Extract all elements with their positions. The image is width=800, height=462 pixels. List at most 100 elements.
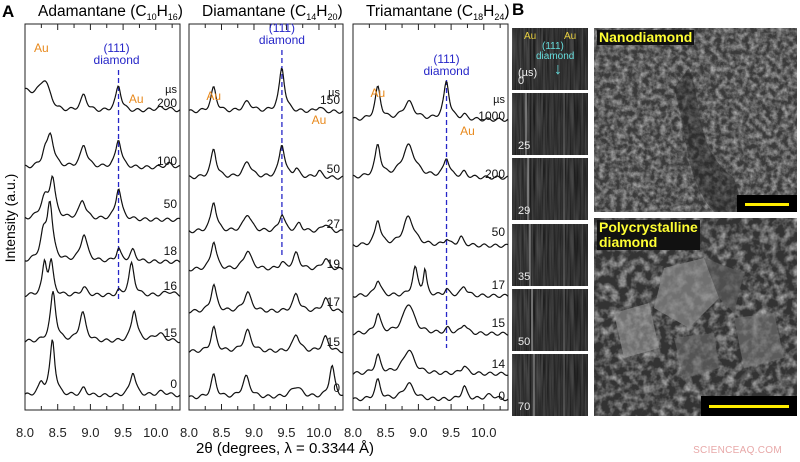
plot-frame xyxy=(24,23,181,411)
panel-label-a: A xyxy=(2,2,15,21)
x-axis-label: 2θ (degrees, λ = 0.3344 Å) xyxy=(195,440,375,457)
xrd-trace-18 xyxy=(24,200,181,265)
xrd-trace-0 xyxy=(352,378,509,402)
xrd-trace-200 xyxy=(24,80,181,113)
au-peak-label: Au xyxy=(206,89,221,103)
xrd-plots: 8.0 8.5 9.0 9.5 10.0200100501816150µsAuAu(11… xyxy=(16,21,509,440)
nanodiamond-label: Nanodiamond xyxy=(597,29,695,45)
panel-title-adamantane: Adamantane (C10H16) xyxy=(38,3,183,23)
xrd-trace-200 xyxy=(352,143,509,180)
time-unit-label: µs xyxy=(493,94,505,106)
trace-time-label: 1000 xyxy=(478,109,505,123)
watermark: SCIENCEAQ.COM xyxy=(693,445,782,456)
trace-time-label: 150 xyxy=(320,93,340,107)
frame-time-label: 35 xyxy=(518,270,531,283)
frame-time-label: 29 xyxy=(518,205,531,218)
trace-time-label: 100 xyxy=(157,154,177,168)
diffraction-frame: 29 xyxy=(512,158,588,221)
plot-frame xyxy=(188,23,344,411)
x-tick-label: 8.5 xyxy=(49,425,67,440)
diamond-label: diamond xyxy=(94,53,140,67)
xrd-trace-1000 xyxy=(352,80,509,122)
time-unit-label: µs xyxy=(328,87,340,99)
diffraction-frame: 70 xyxy=(512,353,588,416)
sem-image-polycrystalline: Polycrystalline diamond xyxy=(594,218,797,416)
trace-time-label: 15 xyxy=(164,326,178,340)
trace-time-label: 0 xyxy=(170,377,177,391)
scale-bar xyxy=(701,396,797,416)
trace-time-label: 50 xyxy=(164,197,178,211)
scale-bar xyxy=(737,195,797,212)
xrd-trace-50 xyxy=(352,215,509,249)
au-ring-label: Au xyxy=(564,31,577,42)
x-tick-label: 9.0 xyxy=(245,425,263,440)
trace-time-label: 50 xyxy=(327,162,341,176)
polycrystalline-texture xyxy=(594,218,797,416)
x-tick-label: 9.5 xyxy=(114,425,132,440)
trace-time-label: 200 xyxy=(157,96,177,110)
trace-time-label: 19 xyxy=(327,257,341,271)
frame-time-label: 70 xyxy=(518,400,531,413)
trace-time-label: 27 xyxy=(327,217,341,231)
time-unit-label: µs xyxy=(165,84,177,96)
xrd-trace-27 xyxy=(188,202,344,234)
x-tick-label: 10.0 xyxy=(306,425,331,440)
trace-time-label: 200 xyxy=(485,167,505,181)
au-peak-label: Au xyxy=(371,86,386,100)
x-tick-label: 9.0 xyxy=(81,425,99,440)
diamond-miller-label: (111) xyxy=(103,41,129,55)
panel-title-triamantane: Triamantane (C18H24) xyxy=(366,3,510,23)
diffraction-frame: 0 Au Au (111) diamond (µs) ↓ xyxy=(512,28,588,91)
panel-title-diamantane: Diamantane (C14H20) xyxy=(202,3,343,23)
x-tick-label: 8.0 xyxy=(180,425,198,440)
xrd-trace-14 xyxy=(352,349,509,377)
xrd-trace-17 xyxy=(188,283,344,314)
x-tick-label: 8.5 xyxy=(377,425,395,440)
frame-time-label: 50 xyxy=(518,335,531,348)
time-unit-label: (µs) xyxy=(518,67,538,79)
nanodiamond-texture xyxy=(594,28,797,212)
plot-frame xyxy=(352,23,509,411)
diamond-miller-label: (111) xyxy=(433,52,459,66)
trace-time-label: 50 xyxy=(492,225,506,239)
xrd-trace-0 xyxy=(188,364,344,400)
trace-time-label: 15 xyxy=(492,316,506,330)
frame-time-label: 25 xyxy=(518,140,531,153)
xrd-trace-19 xyxy=(188,241,344,272)
arrow-down-icon: ↓ xyxy=(554,61,562,78)
x-tick-label: 8.0 xyxy=(344,425,362,440)
xrd-trace-15 xyxy=(24,291,181,344)
trace-time-label: 17 xyxy=(327,295,341,309)
xrd-trace-17 xyxy=(352,264,509,299)
xrd-trace-50 xyxy=(24,174,181,223)
xrd-trace-150 xyxy=(188,67,344,114)
panel-label-b: B xyxy=(512,0,525,19)
diamond-label: diamond xyxy=(424,64,470,78)
au-peak-label: Au xyxy=(129,92,144,106)
polycrystalline-label: Polycrystalline diamond xyxy=(597,219,700,250)
x-tick-label: 8.0 xyxy=(16,425,34,440)
x-tick-label: 10.0 xyxy=(143,425,168,440)
au-peak-label: Au xyxy=(34,41,49,55)
xrd-panel-1: 8.0 8.5 9.0 9.5 10.015050271917150µsAuAu(111… xyxy=(180,21,344,440)
xrd-trace-100 xyxy=(24,132,181,170)
xrd-trace-16 xyxy=(24,258,181,298)
xrd-trace-0 xyxy=(24,339,181,398)
xrd-panel-0: 8.0 8.5 9.0 9.5 10.0 200 100 50 18 16 15 0 µs Au Au (11… xyxy=(16,23,181,440)
diamond-miller-label: (111) xyxy=(269,21,295,35)
diffraction-frame: 35 xyxy=(512,223,588,286)
trace-time-label: 14 xyxy=(492,357,506,371)
diffraction-frame: 50 xyxy=(512,288,588,351)
trace-time-label: 0 xyxy=(333,381,340,395)
au-peak-label: Au xyxy=(460,124,475,138)
x-tick-label: 9.5 xyxy=(442,425,460,440)
diamond-miller-label: (111) xyxy=(542,41,564,52)
xrd-trace-50 xyxy=(188,145,344,180)
trace-time-label: 18 xyxy=(164,244,178,258)
trace-time-label: 17 xyxy=(492,278,506,292)
trace-time-label: 0 xyxy=(498,389,505,403)
xrd-trace-15 xyxy=(188,325,344,354)
au-peak-label: Au xyxy=(312,113,327,127)
x-tick-label: 10.0 xyxy=(471,425,496,440)
x-tick-label: 9.0 xyxy=(409,425,427,440)
